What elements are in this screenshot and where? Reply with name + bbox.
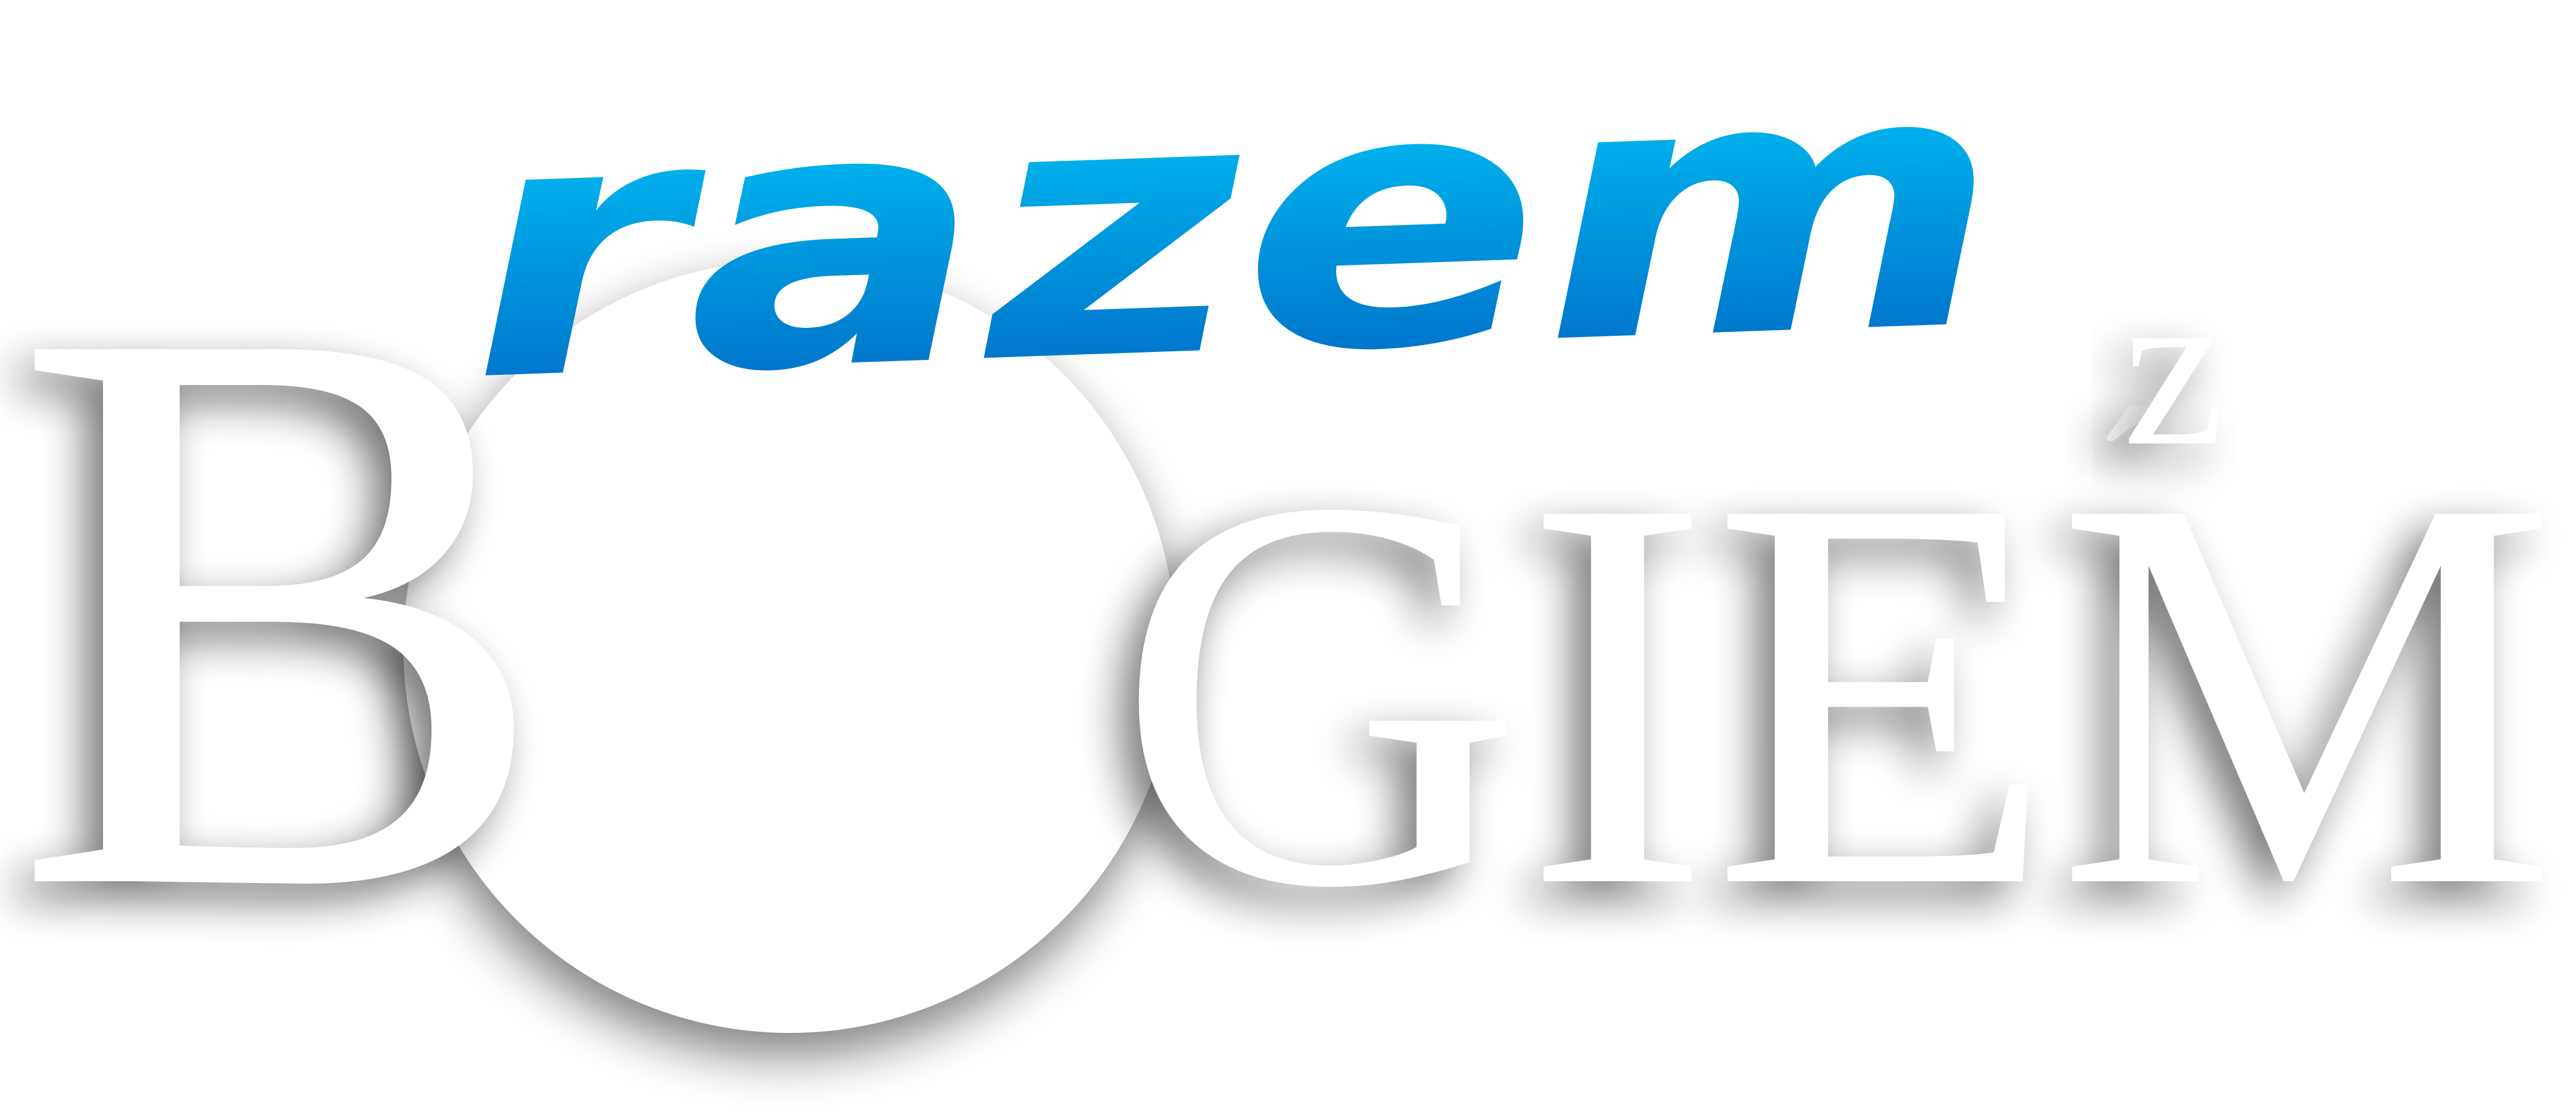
script-word-razem: razem: [461, 0, 2008, 460]
word-z: z: [2123, 240, 2225, 493]
circle-o-icon: [403, 260, 1176, 1033]
letter-b: B: [11, 158, 553, 1057]
word-giem: GIEM: [1116, 382, 2558, 1003]
accent-mark: ´: [2088, 358, 2169, 624]
